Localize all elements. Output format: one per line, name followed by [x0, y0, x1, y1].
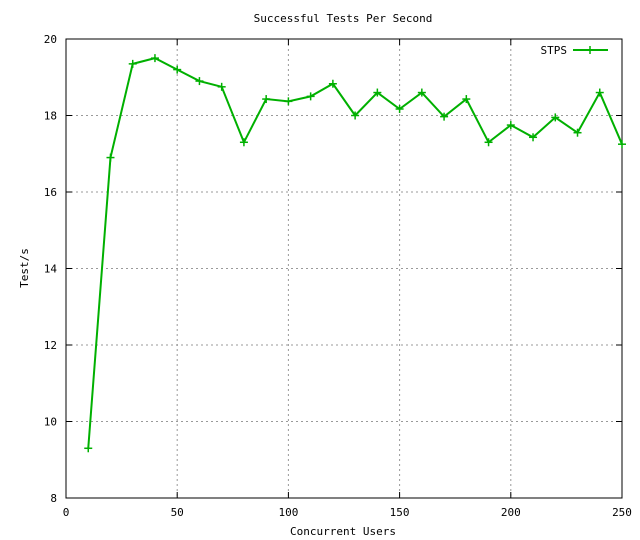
x-tick-label: 0 — [63, 506, 70, 519]
y-tick-label: 12 — [44, 339, 57, 352]
data-point — [618, 140, 626, 149]
data-point — [150, 54, 159, 63]
data-point — [106, 153, 115, 162]
legend-label-stps: STPS — [541, 44, 568, 57]
data-point — [573, 128, 582, 137]
data-point — [84, 444, 93, 453]
data-point — [284, 97, 293, 106]
data-point — [262, 95, 271, 104]
chart-title: Successful Tests Per Second — [254, 12, 433, 25]
data-point — [529, 133, 538, 142]
y-axis-label: Test/s — [18, 248, 31, 288]
y-tick-label: 16 — [44, 186, 57, 199]
data-point — [595, 88, 604, 97]
data-point — [373, 88, 382, 97]
y-tick-label: 20 — [44, 33, 57, 46]
x-tick-label: 50 — [171, 506, 184, 519]
series-layer — [84, 54, 626, 453]
data-point — [417, 88, 426, 97]
y-tick-label: 8 — [50, 492, 57, 505]
data-point — [551, 113, 560, 122]
data-point — [239, 138, 248, 147]
legend: STPS — [541, 44, 608, 57]
x-tick-label: 150 — [390, 506, 410, 519]
data-point — [395, 104, 404, 113]
data-point — [195, 77, 204, 86]
data-point — [351, 111, 360, 120]
data-point — [506, 121, 515, 130]
data-point — [484, 138, 493, 147]
y-tick-label: 14 — [44, 263, 58, 276]
x-tick-label: 200 — [501, 506, 521, 519]
data-point — [462, 95, 471, 104]
x-tick-label: 250 — [612, 506, 632, 519]
y-axis-ticks: 8 10 12 14 16 18 20 — [44, 33, 622, 505]
y-tick-label: 18 — [44, 110, 57, 123]
x-axis-ticks: 0 50 100 150 200 250 — [63, 39, 632, 519]
data-point — [440, 112, 449, 121]
gridlines — [66, 39, 622, 498]
x-tick-label: 100 — [278, 506, 298, 519]
data-point — [173, 65, 182, 74]
legend-swatch-marker — [586, 46, 594, 54]
x-axis-label: Concurrent Users — [290, 525, 396, 538]
data-point — [306, 92, 315, 101]
data-point — [328, 79, 337, 88]
y-tick-label: 10 — [44, 416, 57, 429]
data-point — [217, 82, 226, 91]
data-point — [128, 59, 137, 68]
